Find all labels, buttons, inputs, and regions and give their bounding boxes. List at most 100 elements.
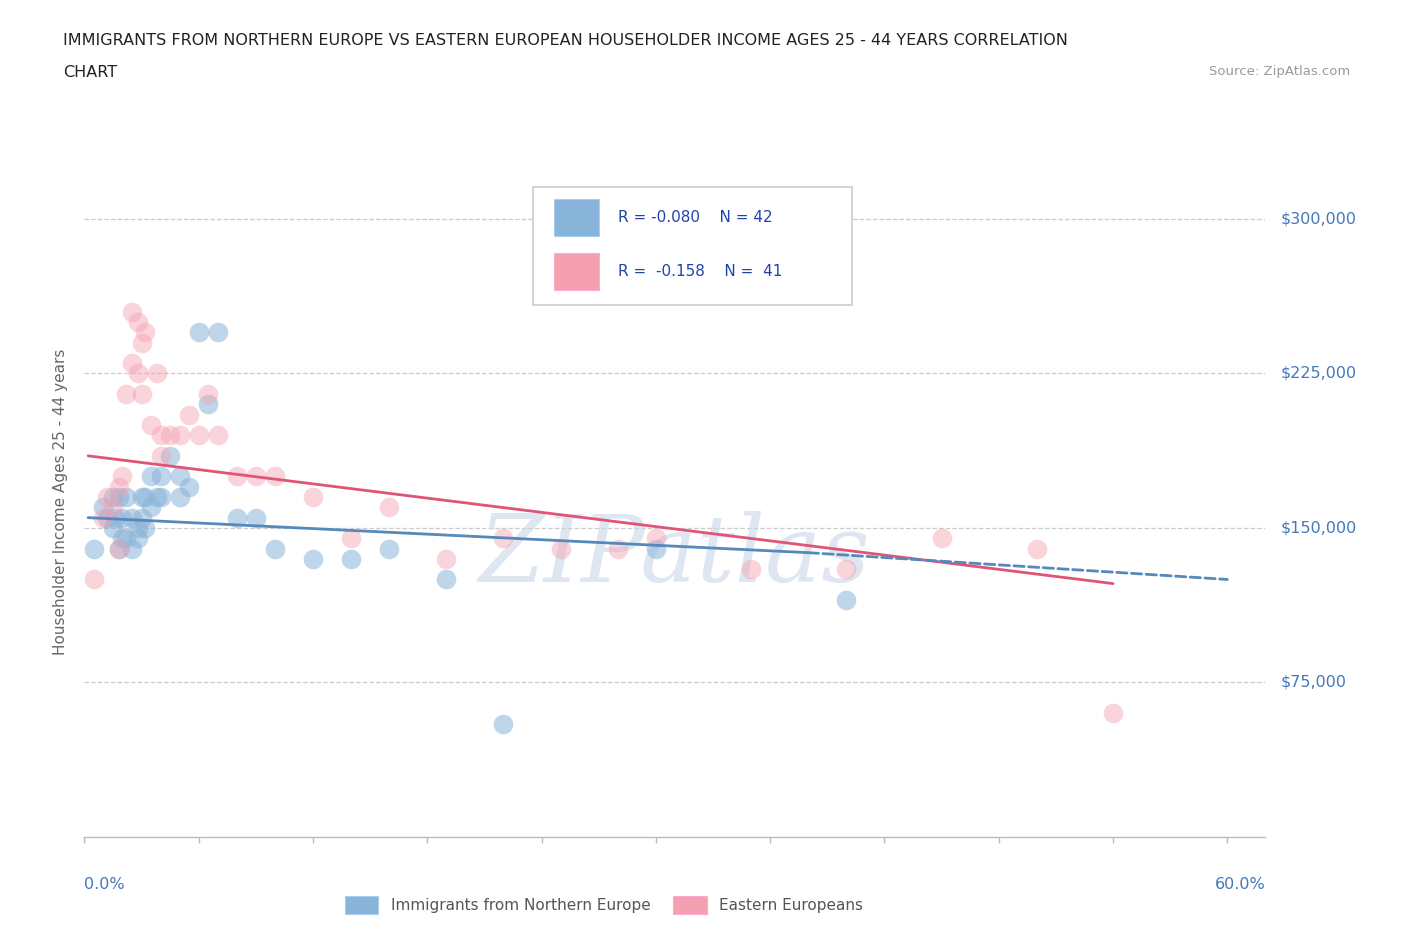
Point <box>83 541 105 556</box>
Point <box>302 551 325 566</box>
Point <box>197 387 219 402</box>
Point <box>139 469 162 484</box>
Point <box>197 397 219 412</box>
Point <box>1102 706 1125 721</box>
Point <box>115 531 138 546</box>
Point <box>83 572 105 587</box>
Point <box>107 489 129 504</box>
Point <box>225 469 247 484</box>
Point <box>302 489 325 504</box>
Point <box>159 428 181 443</box>
Point <box>263 469 285 484</box>
Point <box>104 511 127 525</box>
Point <box>149 448 172 463</box>
Text: Source: ZipAtlas.com: Source: ZipAtlas.com <box>1209 65 1350 78</box>
Point <box>131 387 153 402</box>
Point <box>139 418 162 432</box>
Point <box>111 511 134 525</box>
Point <box>835 562 858 577</box>
Point <box>263 541 285 556</box>
Point <box>187 325 209 339</box>
Point <box>93 511 115 525</box>
Point <box>550 541 572 556</box>
Point <box>131 511 153 525</box>
Point <box>207 325 229 339</box>
Text: 60.0%: 60.0% <box>1215 877 1265 892</box>
Point <box>169 428 191 443</box>
Point <box>115 387 138 402</box>
Point <box>139 500 162 515</box>
Point <box>96 511 118 525</box>
Point <box>378 500 401 515</box>
Point <box>179 479 201 494</box>
Point <box>740 562 762 577</box>
Point <box>145 366 167 381</box>
Point <box>107 541 129 556</box>
Point <box>115 489 138 504</box>
Point <box>134 489 156 504</box>
Point <box>107 479 129 494</box>
Point <box>149 469 172 484</box>
Point <box>931 531 953 546</box>
Text: R = -0.080    N = 42: R = -0.080 N = 42 <box>619 210 773 225</box>
Point <box>1025 541 1047 556</box>
Point <box>434 572 457 587</box>
Point <box>134 325 156 339</box>
FancyBboxPatch shape <box>554 253 599 289</box>
Legend: Immigrants from Northern Europe, Eastern Europeans: Immigrants from Northern Europe, Eastern… <box>339 890 869 920</box>
Text: R =  -0.158    N =  41: R = -0.158 N = 41 <box>619 264 783 279</box>
Point <box>149 489 172 504</box>
Text: $300,000: $300,000 <box>1281 211 1357 226</box>
Text: $75,000: $75,000 <box>1281 675 1347 690</box>
Point <box>245 469 267 484</box>
Point <box>93 500 115 515</box>
Point <box>169 489 191 504</box>
Point <box>121 511 143 525</box>
Point <box>96 489 118 504</box>
Point <box>101 489 124 504</box>
Point <box>245 511 267 525</box>
Text: ZIPatlas: ZIPatlas <box>479 511 870 601</box>
Point <box>225 511 247 525</box>
Point <box>179 407 201 422</box>
Y-axis label: Householder Income Ages 25 - 44 years: Householder Income Ages 25 - 44 years <box>53 349 69 656</box>
Point <box>131 489 153 504</box>
Point <box>127 366 149 381</box>
Point <box>101 500 124 515</box>
Text: IMMIGRANTS FROM NORTHERN EUROPE VS EASTERN EUROPEAN HOUSEHOLDER INCOME AGES 25 -: IMMIGRANTS FROM NORTHERN EUROPE VS EASTE… <box>63 33 1069 47</box>
FancyBboxPatch shape <box>533 188 852 305</box>
Point <box>127 521 149 536</box>
Point <box>101 521 124 536</box>
Point <box>835 592 858 607</box>
Point <box>131 335 153 350</box>
Point <box>644 531 666 546</box>
Text: CHART: CHART <box>63 65 117 80</box>
Point <box>121 355 143 370</box>
Point <box>127 531 149 546</box>
FancyBboxPatch shape <box>554 199 599 236</box>
Text: $225,000: $225,000 <box>1281 365 1357 381</box>
Point <box>159 448 181 463</box>
Point <box>644 541 666 556</box>
Point <box>134 521 156 536</box>
Point <box>121 541 143 556</box>
Point <box>434 551 457 566</box>
Point <box>169 469 191 484</box>
Point <box>111 531 134 546</box>
Point <box>127 314 149 329</box>
Point <box>492 716 515 731</box>
Point <box>606 541 628 556</box>
Point <box>149 428 172 443</box>
Point <box>340 551 363 566</box>
Point <box>378 541 401 556</box>
Point <box>492 531 515 546</box>
Point <box>187 428 209 443</box>
Point <box>145 489 167 504</box>
Text: 0.0%: 0.0% <box>84 877 125 892</box>
Point <box>207 428 229 443</box>
Point <box>121 304 143 319</box>
Point <box>107 541 129 556</box>
Point <box>111 469 134 484</box>
Text: $150,000: $150,000 <box>1281 521 1357 536</box>
Point <box>340 531 363 546</box>
